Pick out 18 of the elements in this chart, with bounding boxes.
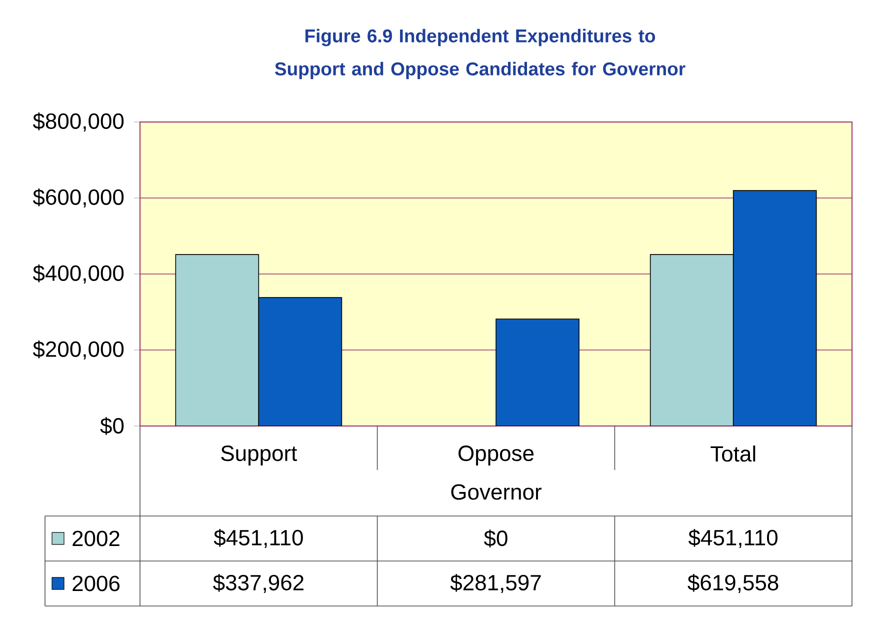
legend-label: 2006 (72, 576, 120, 592)
data-label: $451,110 (688, 528, 778, 548)
chart-title: Figure 6.9 Independent Expenditures to Support and Oppose Candidates for Governor (274, 28, 686, 80)
x-tick-label: Total (710, 446, 756, 462)
y-tick-label: $200,000 (32, 340, 124, 360)
x-tick-label: Support (221, 446, 298, 466)
data-label: $281,597 (450, 574, 541, 594)
data-label: $451,110 (214, 528, 303, 548)
legend-label: 2002 (72, 530, 120, 546)
y-tick-label: $800,000 (32, 112, 124, 132)
y-tick-label: $600,000 (32, 188, 124, 208)
x-tick-label: Oppose (458, 446, 534, 466)
data-label: $619,558 (688, 574, 778, 594)
data-label: $337,962 (213, 574, 304, 594)
y-tick-label: $0 (100, 417, 124, 435)
x-axis-title: Governor (451, 484, 542, 500)
y-tick-label: $400,000 (32, 264, 124, 284)
data-label: $0 (484, 530, 508, 548)
